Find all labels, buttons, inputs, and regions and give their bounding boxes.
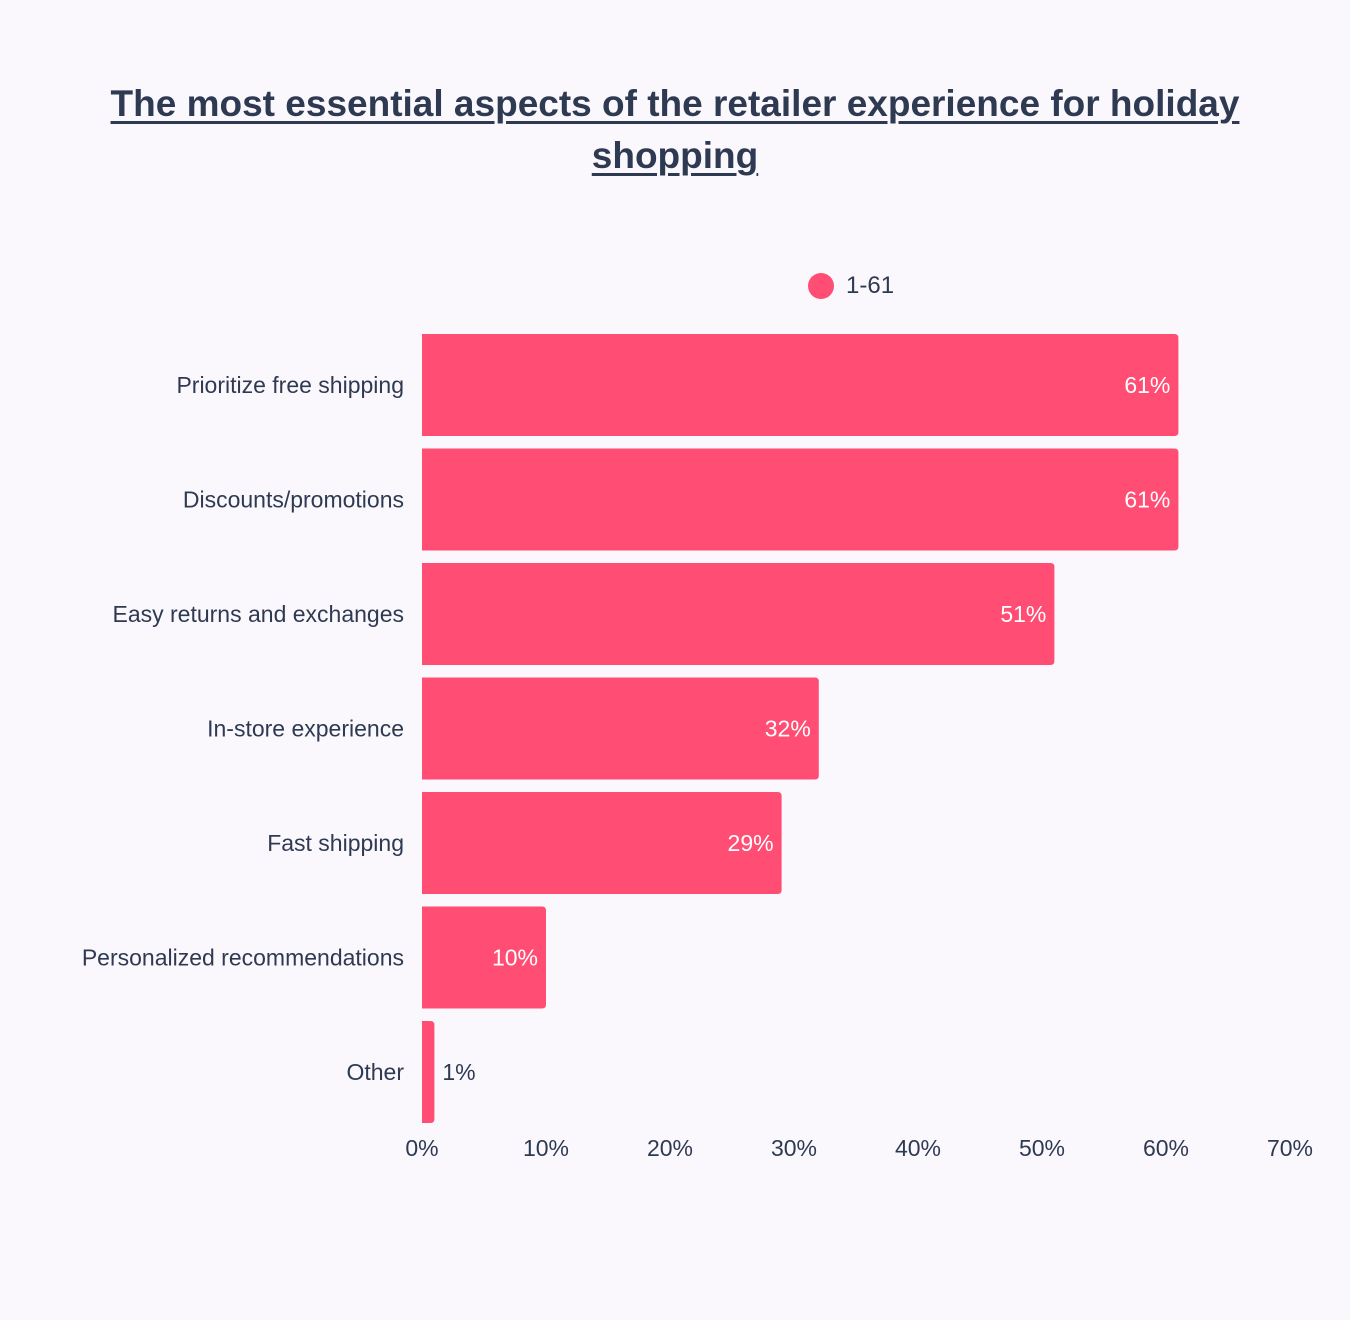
- value-label: 51%: [1000, 601, 1046, 627]
- bar: [422, 1021, 435, 1123]
- x-tick-label: 70%: [1267, 1135, 1313, 1161]
- category-label: Discounts/promotions: [183, 487, 404, 513]
- value-label: 1%: [442, 1059, 475, 1085]
- x-tick-label: 60%: [1143, 1135, 1189, 1161]
- value-label: 61%: [1124, 372, 1170, 398]
- chart-title: The most essential aspects of the retail…: [110, 83, 1240, 176]
- bar: [422, 677, 819, 780]
- bar: [422, 334, 1179, 436]
- value-label: 10%: [492, 945, 538, 971]
- category-label: Fast shipping: [267, 830, 404, 856]
- legend-marker-dot-icon: [808, 273, 834, 299]
- value-label: 61%: [1124, 487, 1170, 513]
- x-tick-label: 30%: [771, 1135, 817, 1161]
- category-label: In-store experience: [207, 716, 404, 742]
- bar: [422, 906, 546, 1009]
- x-tick-label: 40%: [895, 1135, 941, 1161]
- x-tick-label: 0%: [405, 1135, 438, 1161]
- x-tick-label: 10%: [523, 1135, 569, 1161]
- category-label: Other: [346, 1059, 404, 1085]
- category-label: Personalized recommendations: [82, 945, 404, 971]
- bar: [422, 563, 1055, 665]
- legend-label: 1-61: [846, 272, 895, 299]
- category-label: Easy returns and exchanges: [112, 601, 404, 627]
- bar: [422, 792, 782, 894]
- value-label: 29%: [728, 830, 774, 856]
- bar: [422, 448, 1179, 551]
- value-label: 32%: [765, 716, 811, 742]
- x-tick-label: 20%: [647, 1135, 693, 1161]
- x-tick-label: 50%: [1019, 1135, 1065, 1161]
- category-label: Prioritize free shipping: [176, 372, 404, 398]
- legend: 1-61: [808, 272, 894, 300]
